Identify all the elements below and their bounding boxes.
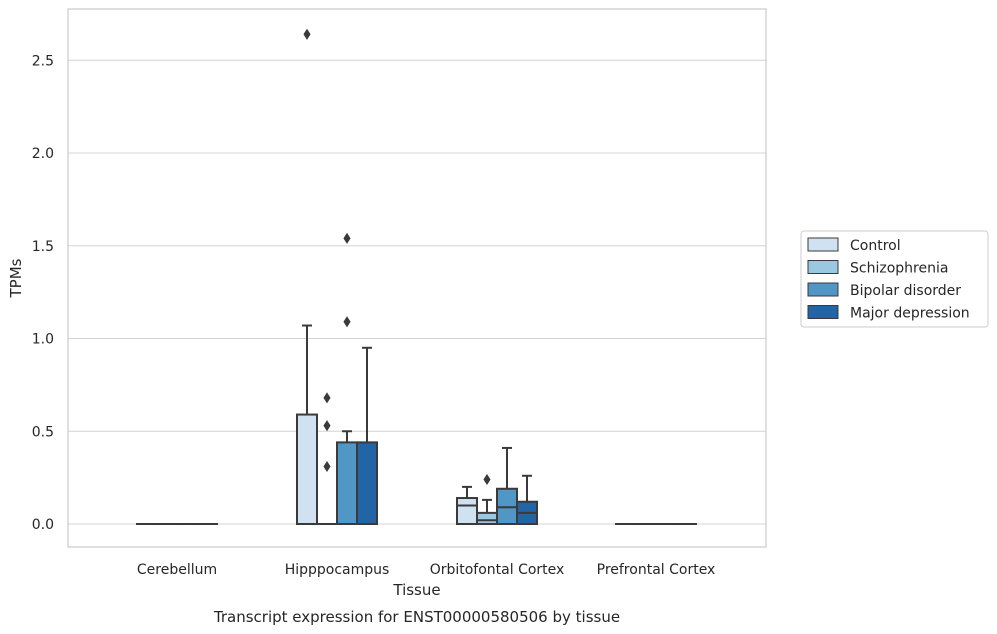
- boxes: [136, 28, 697, 526]
- outlier-point: [303, 28, 311, 40]
- y-axis-ticks: 0.0 0.5 1.0 1.5 2.0 2.5: [32, 53, 54, 533]
- box-group: [316, 392, 338, 526]
- box-group: [476, 473, 498, 525]
- y-tick-label: 2.0: [32, 146, 54, 162]
- x-tick-label: Hipppocampus: [285, 562, 390, 578]
- legend-swatch: [807, 305, 839, 319]
- legend-label: Bipolar disorder: [850, 283, 961, 299]
- legend-swatch: [807, 260, 839, 274]
- box-group: [336, 232, 358, 526]
- legend-label: Control: [850, 238, 901, 254]
- box-group: [356, 346, 378, 526]
- y-tick-label: 1.0: [32, 332, 54, 348]
- outlier-point: [323, 392, 331, 404]
- box-group: [456, 485, 478, 525]
- x-tick-label: Cerebellum: [137, 562, 217, 578]
- legend-label: Schizophrenia: [850, 261, 948, 277]
- outlier-point: [483, 473, 491, 486]
- box: [356, 441, 378, 526]
- box-group: [516, 474, 538, 525]
- x-axis-label: Tissue: [392, 581, 440, 599]
- box: [296, 413, 318, 525]
- x-axis-ticks: Cerebellum Hipppocampus Orbitofontal Corte…: [137, 562, 715, 578]
- y-tick-label: 0.0: [32, 517, 54, 533]
- outlier-point: [323, 460, 331, 473]
- box: [456, 497, 478, 525]
- legend-label: Major depression: [850, 306, 970, 322]
- y-tick-label: 2.5: [32, 53, 54, 69]
- grid-lines: [68, 59, 766, 525]
- box: [336, 441, 358, 526]
- y-tick-label: 1.5: [32, 239, 54, 255]
- legend-frame: [800, 230, 989, 328]
- legend-swatch: [807, 282, 839, 297]
- box-group: [296, 28, 318, 525]
- outlier-point: [343, 232, 351, 244]
- outlier-point: [323, 420, 331, 432]
- box-group: [496, 446, 518, 526]
- x-tick-label: Orbitofontal Cortex: [430, 562, 565, 578]
- legend-swatch: [807, 237, 839, 252]
- plot-area-frame: [67, 8, 767, 548]
- box: [476, 511, 498, 525]
- x-tick-label: Prefrontal Cortex: [597, 562, 716, 578]
- y-axis-label: TPMs: [7, 258, 25, 298]
- y-tick-label: 0.5: [32, 424, 54, 440]
- chart-caption: Transcript expression for ENST0000058050…: [213, 608, 620, 626]
- legend: Control Schizophrenia Bipolar disorder Majo…: [800, 230, 989, 328]
- outlier-point: [343, 316, 351, 328]
